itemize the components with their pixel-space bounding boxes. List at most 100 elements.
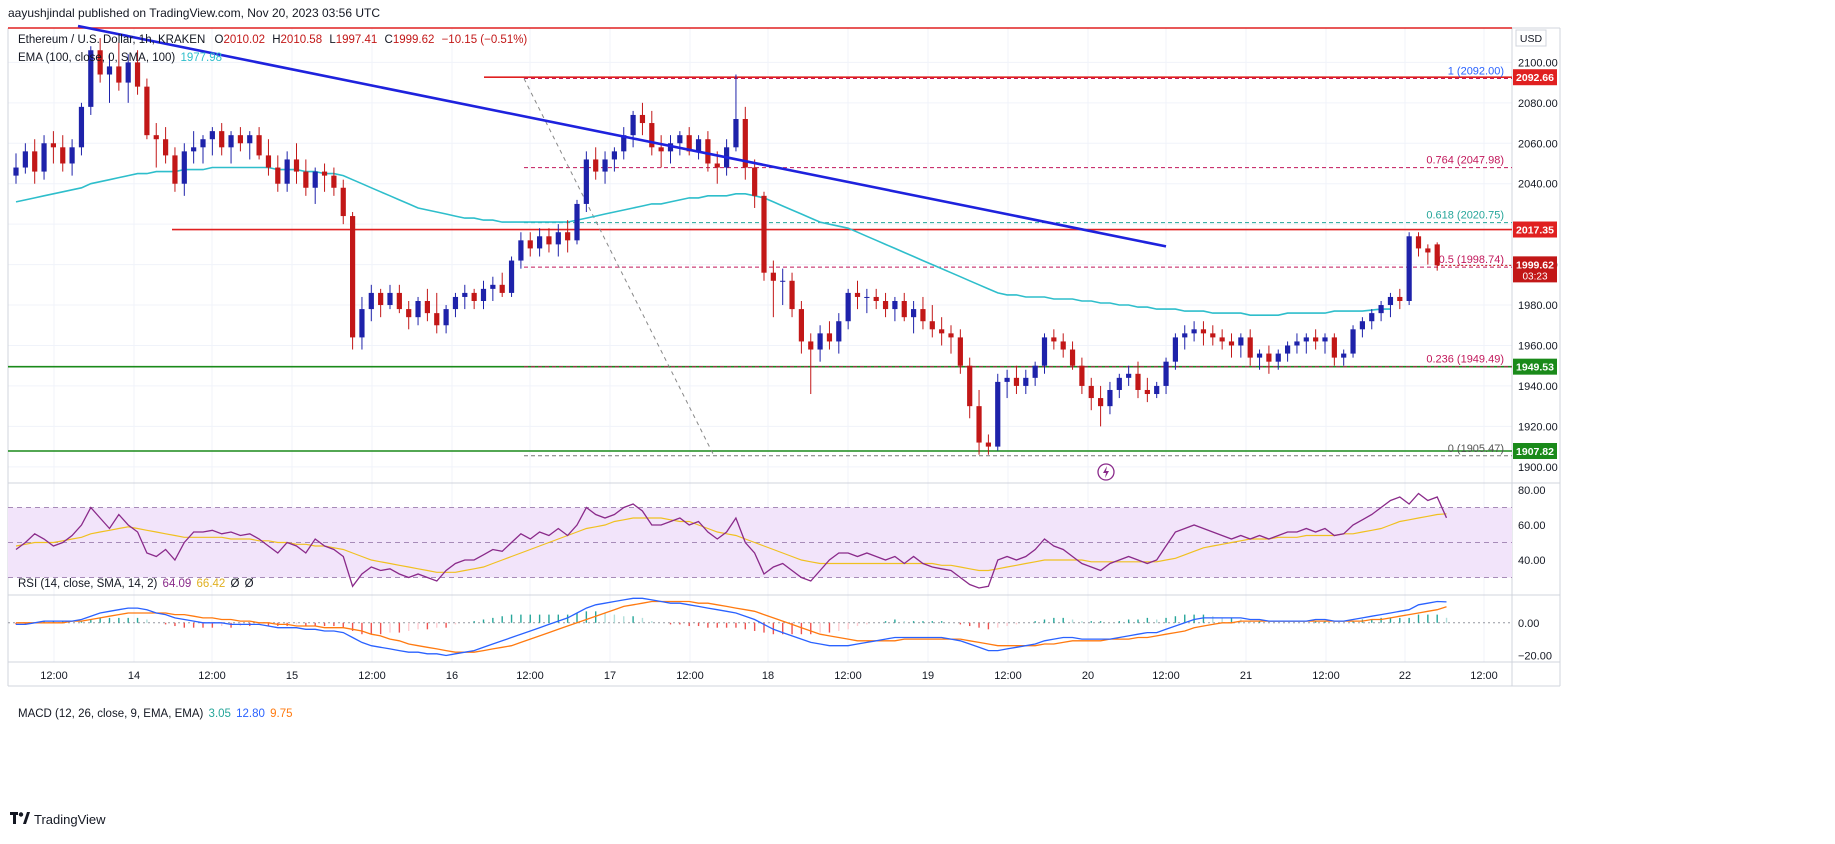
symbol-legend: Ethereum / U.S. Dollar, 1h, KRAKEN O2010… <box>18 34 527 46</box>
candle <box>144 78 150 140</box>
candle-body <box>901 301 907 318</box>
candle-body <box>1004 377 1010 382</box>
macd-legend: MACD (12, 26, close, 9, EMA, EMA) 3.05 1… <box>18 708 293 720</box>
candle <box>1359 317 1365 338</box>
time-axis: 12:00 14 12:00 15 12:00 16 12:00 17 12:00 18 12:00… <box>40 670 1498 682</box>
candle <box>733 74 739 152</box>
candle-body <box>303 171 309 188</box>
candle <box>1154 381 1160 399</box>
fib-level-label: 0.618 (2020.75) <box>1426 210 1504 222</box>
rsi-divergence-bear: Ø <box>244 578 254 590</box>
candle-body <box>518 240 524 261</box>
candle <box>1069 341 1076 370</box>
time-tick-label: 21 <box>1240 670 1252 682</box>
candle <box>1041 333 1048 374</box>
candle <box>911 301 917 334</box>
candle-body <box>256 135 262 156</box>
time-tick-label: 22 <box>1399 670 1411 682</box>
price-axis: 1900.001920.001940.001960.001980.002000.… <box>1513 29 1558 474</box>
level-badge-1949-bg <box>1513 358 1557 375</box>
candle-body <box>686 135 692 152</box>
candle <box>1434 242 1440 271</box>
candle <box>817 325 823 362</box>
low-value: 1997.41 <box>335 34 378 46</box>
candle-body <box>593 159 599 172</box>
candle-body <box>882 301 889 310</box>
candle <box>1256 349 1263 370</box>
candle <box>742 106 748 180</box>
candle-body <box>41 143 47 172</box>
time-tick-label: 12:00 <box>994 670 1022 682</box>
price-tick-label: 2040.00 <box>1518 179 1558 191</box>
candle <box>312 167 318 204</box>
candle-body <box>1285 345 1291 354</box>
candle-body <box>808 341 814 350</box>
candle <box>798 301 804 354</box>
candle-body <box>1247 337 1253 358</box>
time-tick-label: 12:00 <box>516 670 544 682</box>
candle-body <box>153 135 159 140</box>
candle <box>527 232 533 257</box>
candle <box>1051 329 1057 350</box>
candle-body <box>1144 389 1150 395</box>
candle-body <box>780 280 786 282</box>
candle <box>761 191 767 281</box>
candle <box>957 329 963 374</box>
candle-body <box>228 135 234 148</box>
open-label: O <box>214 34 224 46</box>
candle <box>387 284 393 310</box>
candle-body <box>1172 337 1178 362</box>
candle-body <box>1154 385 1160 395</box>
candle-body <box>1088 385 1094 399</box>
close-label: C <box>384 34 393 46</box>
candle-body <box>480 288 487 301</box>
candle <box>1219 329 1225 350</box>
candle-body <box>490 284 496 289</box>
time-tick-label: 18 <box>762 670 774 682</box>
candle <box>967 357 973 419</box>
candle <box>247 131 253 160</box>
candle-body <box>200 139 206 148</box>
rsi-tick-label: 60.00 <box>1518 520 1546 532</box>
rsi-value: 64.09 <box>162 578 192 590</box>
candle <box>948 325 954 354</box>
candle-body <box>1069 349 1076 366</box>
candle-body <box>293 159 300 172</box>
candle-body <box>1359 321 1365 330</box>
candle-body <box>247 135 253 144</box>
candle-body <box>948 333 954 338</box>
price-tick-label: 1940.00 <box>1518 381 1558 393</box>
ema-label: EMA (100, close, 0, SMA, 100) <box>18 52 176 64</box>
candle <box>1023 369 1029 395</box>
candle-body <box>1322 337 1328 342</box>
candle-body <box>163 139 169 156</box>
candle-body <box>1425 248 1431 253</box>
candle-body <box>387 292 393 306</box>
candle-body <box>499 284 505 293</box>
footer-brand[interactable]: TradingView <box>10 812 106 827</box>
candle-body <box>845 292 851 322</box>
candle-body <box>13 167 19 176</box>
candle <box>1013 365 1020 395</box>
candle-body <box>1023 377 1029 386</box>
candle <box>1088 377 1094 411</box>
candle <box>378 288 384 318</box>
candle <box>78 102 85 156</box>
candle <box>32 139 38 184</box>
candle <box>97 38 103 83</box>
candle <box>406 301 412 330</box>
candle <box>106 54 113 103</box>
macd-tick-label: −20.00 <box>1518 650 1552 662</box>
candle <box>1079 357 1085 395</box>
candle-body <box>172 155 178 184</box>
candle-body <box>181 151 187 184</box>
descending-trendline <box>77 24 1167 248</box>
level-badge-1907-text: 1907.82 <box>1516 446 1554 458</box>
macd-signal-value: 9.75 <box>270 708 293 720</box>
candle <box>434 292 440 334</box>
time-tick-label: 12:00 <box>676 670 704 682</box>
candle-body <box>434 313 440 326</box>
candle-body <box>134 62 141 87</box>
